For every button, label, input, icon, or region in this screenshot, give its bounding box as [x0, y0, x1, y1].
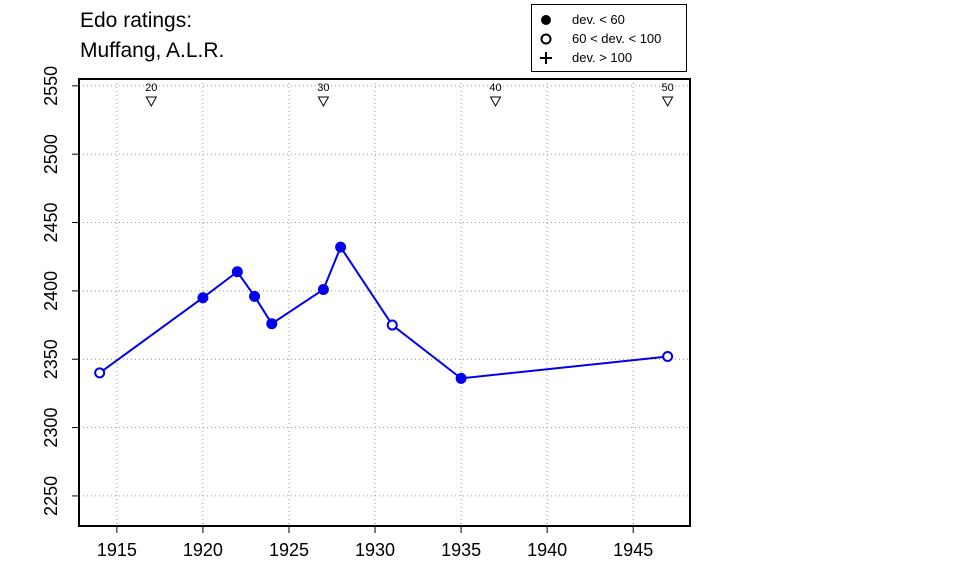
- y-tick-label: 2250: [41, 476, 61, 516]
- legend: dev. < 60 60 < dev. < 100 dev. > 100: [531, 4, 687, 72]
- y-tick-label: 2300: [41, 408, 61, 448]
- age-marker-label: 30: [317, 82, 329, 94]
- chart-title-line2: Muffang, A.L.R.: [80, 39, 225, 62]
- chart-title: Edo ratings: Muffang, A.L.R.: [80, 6, 224, 66]
- data-point: [317, 284, 329, 296]
- triangle-down-icon: [145, 96, 158, 108]
- legend-item-dev-gt100: dev. > 100: [532, 49, 686, 67]
- data-point: [94, 367, 106, 379]
- age-marker-label: 20: [145, 82, 157, 94]
- x-tick-label: 1920: [183, 540, 223, 560]
- plot-frame: [78, 78, 691, 527]
- y-tick-label: 2500: [41, 134, 61, 174]
- data-point: [266, 318, 278, 330]
- chart-title-line1: Edo ratings:: [80, 9, 193, 32]
- triangle-down-icon: [317, 96, 330, 108]
- y-tick-label: 2550: [41, 66, 61, 106]
- legend-item-dev-lt60: dev. < 60: [532, 11, 686, 29]
- plus-icon: [540, 52, 552, 64]
- data-point: [662, 350, 674, 362]
- data-point: [249, 290, 261, 302]
- open-circle-icon: [540, 33, 552, 45]
- legend-item-dev-60-100: 60 < dev. < 100: [532, 30, 686, 48]
- filled-circle-icon: [541, 15, 551, 25]
- data-point: [386, 319, 398, 331]
- age-marker-label: 50: [662, 82, 674, 94]
- data-point: [231, 266, 243, 278]
- y-tick-label: 2350: [41, 339, 61, 379]
- legend-label: dev. < 60: [572, 12, 625, 27]
- x-tick-label: 1935: [441, 540, 481, 560]
- y-tick-label: 2450: [41, 203, 61, 243]
- data-point: [455, 372, 467, 384]
- x-tick-label: 1940: [527, 540, 567, 560]
- series-line: [99, 245, 668, 380]
- triangle-down-icon: [661, 96, 674, 108]
- x-tick-label: 1930: [355, 540, 395, 560]
- data-point: [335, 241, 347, 253]
- legend-label: 60 < dev. < 100: [572, 31, 662, 46]
- x-tick-label: 1915: [97, 540, 137, 560]
- legend-label: dev. > 100: [572, 50, 633, 65]
- triangle-down-icon: [489, 96, 502, 108]
- age-marker-label: 40: [489, 82, 501, 94]
- x-tick-label: 1925: [269, 540, 309, 560]
- y-tick-label: 2400: [41, 271, 61, 311]
- x-tick-label: 1945: [613, 540, 653, 560]
- data-point: [197, 292, 209, 304]
